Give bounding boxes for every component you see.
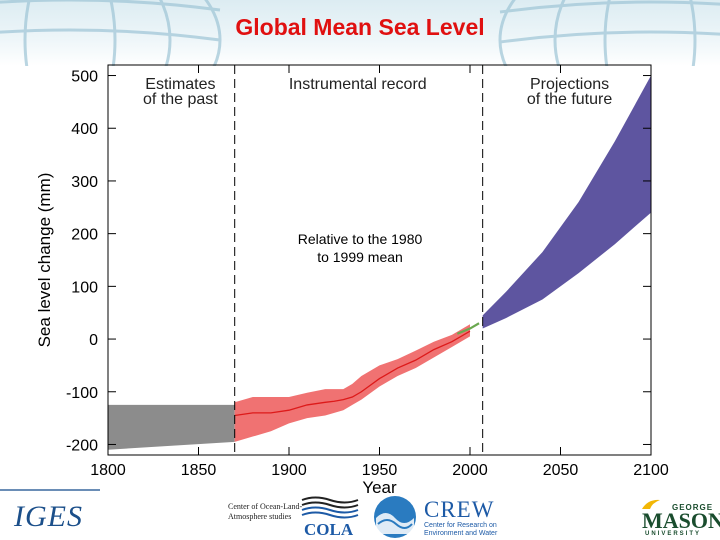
reference-annotation-line: Relative to the 1980 [298, 231, 423, 247]
crew-logo: CREW [424, 497, 495, 522]
section-label-line: Estimates [145, 76, 215, 93]
iges-divider [0, 489, 100, 491]
satellite-line [456, 322, 480, 335]
crew-caption: Center for Research on Environment and W… [424, 522, 498, 537]
section-label-line: Instrumental record [289, 76, 427, 93]
section-label-0: Estimates of the past [143, 76, 218, 108]
y-axis-label: Sea level change (mm) [35, 173, 54, 348]
instrumental-line [234, 330, 471, 417]
slide-title: Global Mean Sea Level [235, 14, 485, 40]
y-tick-label: 0 [89, 332, 98, 349]
y-tick-label: -200 [66, 437, 98, 454]
reference-annotation-line: to 1999 mean [317, 249, 403, 265]
cola-logo: COLA [304, 520, 354, 539]
gmu-university: UNIVERSITY [645, 531, 702, 537]
instrumental-band [234, 324, 470, 442]
x-tick-label: 1850 [181, 462, 217, 479]
x-tick-label: 2000 [452, 462, 488, 479]
section-label-1: Instrumental record [289, 76, 427, 93]
projections-band [482, 75, 651, 329]
globe-banner [0, 0, 720, 66]
y-tick-label: 100 [71, 279, 98, 296]
section-label-line: Projections [530, 76, 609, 93]
globe-grid-graphic [0, 0, 720, 66]
iges-logo: IGES [14, 500, 83, 533]
x-axis-label: Year [362, 478, 397, 497]
cola-caption: Center of Ocean-Land-Atmosphere studies [228, 502, 303, 521]
x-tick-label: 1900 [271, 462, 307, 479]
section-label-line: of the past [143, 91, 218, 108]
section-label-2: Projections of the future [527, 76, 612, 108]
y-tick-label: 200 [71, 227, 98, 244]
x-tick-label: 1950 [362, 462, 398, 479]
gmu-flame-icon [642, 499, 660, 509]
y-tick-label: -100 [66, 385, 98, 402]
reference-annotation: Relative to the 1980 to 1999 mean [298, 231, 423, 265]
x-tick-label: 1800 [90, 462, 126, 479]
section-label-line: of the future [527, 91, 612, 108]
crew-globe-icon [374, 496, 416, 538]
cola-waves-icon [301, 496, 359, 519]
y-tick-label: 300 [71, 174, 98, 191]
x-tick-label: 2100 [633, 462, 669, 479]
y-tick-label: 400 [71, 121, 98, 138]
x-tick-label: 2050 [543, 462, 579, 479]
gmu-george: GEORGE [672, 503, 714, 512]
past-estimates-band [108, 404, 235, 450]
y-tick-label: 500 [71, 69, 98, 86]
gmu-mason: MASON [642, 508, 720, 533]
